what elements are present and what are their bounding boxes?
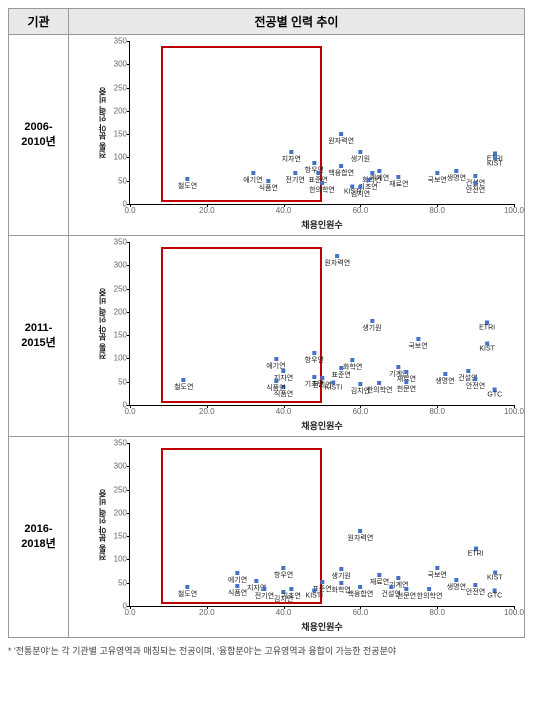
x-axis-title: 채용인원수 xyxy=(301,218,342,231)
data-point: GTC xyxy=(487,589,502,600)
data-point: 생기원 xyxy=(351,150,370,164)
data-point: 안전연 xyxy=(466,377,485,391)
data-point: 원자력연 xyxy=(348,529,374,543)
x-axis-title: 채용인원수 xyxy=(301,419,342,432)
data-point: 핵융합연 xyxy=(328,164,354,178)
data-point: 국보연 xyxy=(428,566,447,580)
data-point: 식품연 xyxy=(228,584,247,598)
data-point: 철도연 xyxy=(174,378,193,392)
data-point: 천문연 xyxy=(397,587,416,601)
data-point: 생명연 xyxy=(447,578,466,592)
data-point: 지자연 xyxy=(282,150,301,164)
data-point: 식품연 xyxy=(266,379,285,393)
data-point: 한의학연 xyxy=(417,587,443,601)
data-point: 생명연 xyxy=(435,372,454,386)
chart-cell: 0501001502002503003500.020.040.060.080.0… xyxy=(69,437,525,638)
data-point: KIST xyxy=(479,341,495,352)
x-axis-title: 채용인원수 xyxy=(301,620,342,633)
y-axis-title: 전통 분야 인력 비중 xyxy=(97,87,108,158)
data-point: 재료연 xyxy=(389,175,408,189)
data-point: KISTI xyxy=(325,381,343,392)
data-point: 항우연 xyxy=(305,351,324,365)
data-point: 생기원 xyxy=(332,567,351,581)
data-point: 안전연 xyxy=(466,583,485,597)
scatter-plot: 0501001502002503003500.020.040.060.080.0… xyxy=(129,242,514,406)
period-label: 2016- 2018년 xyxy=(9,437,69,638)
data-point: 화학연 xyxy=(343,358,362,372)
data-point: KIST xyxy=(487,157,503,168)
data-point: GTC xyxy=(487,388,502,399)
data-point: 안전연 xyxy=(466,181,485,195)
scatter-plot: 0501001502002503003500.020.040.060.080.0… xyxy=(129,443,514,607)
data-point: 한의학연 xyxy=(367,381,393,395)
chart-cell: 0501001502002503003500.020.040.060.080.0… xyxy=(69,35,525,236)
data-point: 생기원 xyxy=(362,319,381,333)
data-point: 국보연 xyxy=(408,337,427,351)
header-col1: 기관 xyxy=(9,9,69,35)
data-point: 철도연 xyxy=(178,585,197,599)
data-point: 원자력연 xyxy=(328,132,354,146)
data-point: 항우연 xyxy=(274,566,293,580)
chart-cell: 0501001502002503003500.020.040.060.080.0… xyxy=(69,236,525,437)
data-point: ETRI xyxy=(479,320,495,331)
data-point: KIST xyxy=(487,570,503,581)
y-axis-title: 전통 분야 인력 비중 xyxy=(97,489,108,560)
scatter-plot: 0501001502002503003500.020.040.060.080.0… xyxy=(129,41,514,205)
data-point: 원자력연 xyxy=(324,254,350,268)
data-point: 기초연 xyxy=(282,587,301,601)
data-point: 전기연 xyxy=(285,171,304,185)
main-table: 기관 전공별 인력 추이 2006- 2010년 0501001502002503… xyxy=(8,8,525,638)
data-point: 생명연 xyxy=(447,169,466,183)
data-point: 김치연 xyxy=(351,185,370,199)
period-label: 2006- 2010년 xyxy=(9,35,69,236)
data-point: 천문연 xyxy=(397,380,416,394)
data-point: 한의학연 xyxy=(309,181,335,195)
data-point: 국보연 xyxy=(428,171,447,185)
data-point: 전기연 xyxy=(255,587,274,601)
y-axis-title: 전통 분야 인력 비중 xyxy=(97,288,108,359)
header-col2: 전공별 인력 추이 xyxy=(69,9,525,35)
footnote: * '전통분야'는 각 기관별 고유영역과 매칭되는 전공이며, '융합분야'는… xyxy=(8,644,525,657)
data-point: ETRI xyxy=(468,547,484,558)
data-point: 에기연 xyxy=(228,571,247,585)
data-point: 식품연 xyxy=(259,179,278,193)
data-point: KISTI xyxy=(306,589,324,600)
period-label: 2011- 2015년 xyxy=(9,236,69,437)
data-point: 철도연 xyxy=(178,177,197,191)
